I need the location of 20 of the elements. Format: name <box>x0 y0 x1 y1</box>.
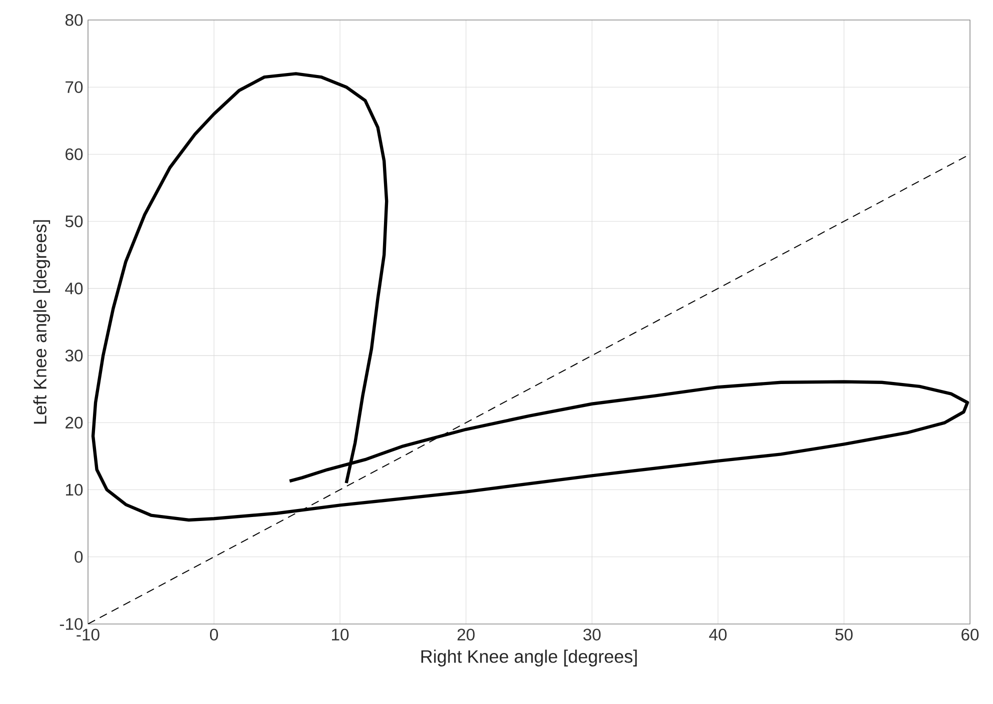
x-tick-label: 30 <box>583 628 601 641</box>
y-tick-label: 60 <box>66 148 83 160</box>
y-tick-label: 10 <box>66 484 83 496</box>
x-tick-label: 10 <box>332 628 349 641</box>
x-tick-label: 0 <box>210 628 218 641</box>
x-tick-label: 50 <box>835 628 853 641</box>
x-axis-title: Right Knee angle [degrees] <box>421 650 637 666</box>
y-axis-title: Left Knee angle [degrees] <box>33 220 50 424</box>
y-tick-label: 20 <box>66 416 83 429</box>
x-tick-label: 20 <box>458 628 475 641</box>
y-tick-label: 50 <box>65 215 83 228</box>
x-tick-label: 60 <box>962 628 979 641</box>
x-tick-label: 40 <box>709 628 727 641</box>
y-tick-label: 70 <box>66 81 83 94</box>
y-tick-label: 30 <box>65 350 83 362</box>
y-tick-label: -10 <box>60 618 83 630</box>
x-tick-label: -10 <box>76 628 100 641</box>
y-tick-label: 40 <box>65 282 83 294</box>
y-tick-label: 80 <box>65 14 83 26</box>
y-tick-label: 0 <box>74 551 83 563</box>
